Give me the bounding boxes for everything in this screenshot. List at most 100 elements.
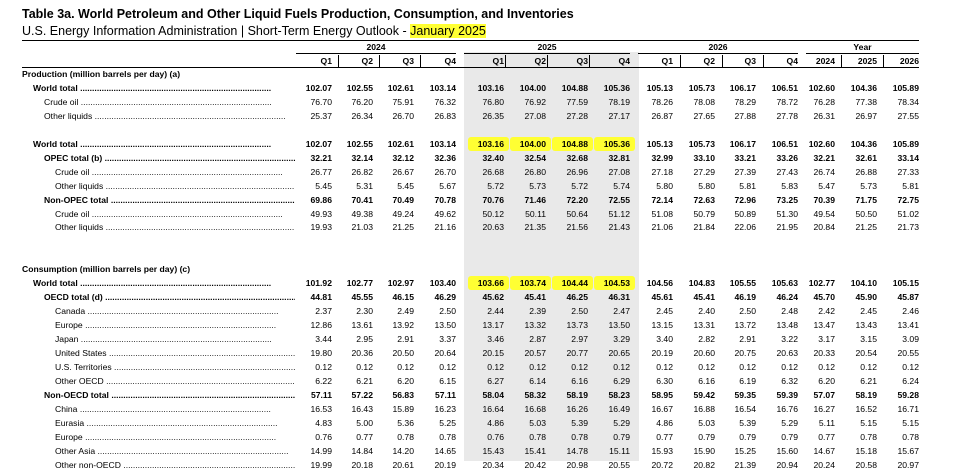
table-cell: 58.04 xyxy=(482,389,504,400)
row-label-text: China xyxy=(55,403,78,414)
row-label-text: Europe xyxy=(55,320,83,331)
table-cell: 5.72 xyxy=(487,180,504,191)
row-label: World total ............................… xyxy=(33,277,295,289)
table-cell: 21.25 xyxy=(392,222,414,233)
header-column-divider xyxy=(547,55,548,67)
table-cell: 6.16 xyxy=(698,375,715,386)
table-cell: 26.97 xyxy=(855,110,877,121)
column-header: Q2 xyxy=(361,56,373,66)
row-label-text: OPEC total (b) xyxy=(44,152,103,163)
table-cell: 105.15 xyxy=(892,278,919,289)
table-cell: 13.17 xyxy=(482,320,504,331)
table-cell: 58.19 xyxy=(566,389,588,400)
table-cell: 57.11 xyxy=(310,389,332,400)
header-column-divider xyxy=(379,55,380,67)
table-cell: 104.88 xyxy=(561,82,588,93)
table-cell: 5.39 xyxy=(739,417,756,428)
table-cell: 32.14 xyxy=(351,152,373,163)
row-label-text: World total xyxy=(33,138,78,149)
table-cell: 13.15 xyxy=(651,320,673,331)
table-cell: 33.26 xyxy=(776,152,798,163)
table-cell: 3.46 xyxy=(487,334,504,345)
table-cell: 73.25 xyxy=(776,194,798,205)
table-cell: 105.89 xyxy=(892,82,919,93)
subtitle-edition-highlight: January 2025 xyxy=(410,24,486,38)
table-cell: 13.48 xyxy=(776,320,798,331)
row-label-text: Crude oil xyxy=(55,166,90,177)
year-header-rule xyxy=(806,53,919,54)
table-cell: 21.25 xyxy=(855,222,877,233)
table-cell: 2.39 xyxy=(529,306,546,317)
table-cell: 20.84 xyxy=(813,222,835,233)
table-cell: 20.34 xyxy=(482,459,504,470)
table-cell: 2.46 xyxy=(902,306,919,317)
table-cell: 3.15 xyxy=(860,334,877,345)
table-cell: 26.80 xyxy=(524,166,546,177)
column-header: 2025 xyxy=(857,56,877,66)
table-cell: 21.06 xyxy=(651,222,673,233)
table-cell: 6.14 xyxy=(529,375,546,386)
table-cell: 5.03 xyxy=(529,417,546,428)
table-cell: 2.50 xyxy=(571,306,588,317)
table-cell: 104.10 xyxy=(850,278,877,289)
table-cell: 15.90 xyxy=(693,445,715,456)
table-cell: 32.68 xyxy=(566,152,588,163)
leader-dots: ........................................… xyxy=(92,110,286,121)
table-cell: 20.98 xyxy=(566,459,588,470)
header-column-divider xyxy=(763,55,764,67)
table-cell: 102.61 xyxy=(387,82,414,93)
table-cell: 105.89 xyxy=(892,138,919,149)
table-cell: 104.00 xyxy=(519,138,546,149)
table-cell: 14.78 xyxy=(566,445,588,456)
table-cell: 6.29 xyxy=(613,375,630,386)
table-cell: 2.45 xyxy=(656,306,673,317)
leader-dots: ........................................… xyxy=(103,222,295,233)
table-cell: 5.29 xyxy=(613,417,630,428)
table-cell: 2.87 xyxy=(529,334,546,345)
table-cell: 2.45 xyxy=(860,306,877,317)
table-cell: 2.91 xyxy=(739,334,756,345)
table-cell: 102.77 xyxy=(346,278,373,289)
table-cell: 103.74 xyxy=(519,278,546,289)
table-cell: 6.27 xyxy=(487,375,504,386)
column-header: 2026 xyxy=(899,56,919,66)
table-cell: 14.99 xyxy=(310,445,332,456)
table-cell: 70.76 xyxy=(482,194,504,205)
table-cell: 0.12 xyxy=(529,361,546,372)
table-cell: 16.27 xyxy=(813,403,835,414)
row-label: Other liquids ..........................… xyxy=(55,180,295,192)
row-label: OECD total (d) .........................… xyxy=(44,291,295,303)
row-label: Europe .................................… xyxy=(55,431,295,443)
table-cell: 5.83 xyxy=(781,180,798,191)
table-cell: 78.72 xyxy=(776,96,798,107)
table-cell: 5.03 xyxy=(698,417,715,428)
section-heading: Consumption (million barrels per day) (c… xyxy=(22,264,191,275)
table-cell: 26.96 xyxy=(566,166,588,177)
table-cell: 22.06 xyxy=(734,222,756,233)
table-cell: 13.47 xyxy=(813,320,835,331)
table-cell: 104.83 xyxy=(688,278,715,289)
leader-dots: ........................................… xyxy=(84,417,278,428)
table-cell: 46.29 xyxy=(434,292,456,303)
leader-dots: ........................................… xyxy=(78,96,272,107)
table-cell: 0.79 xyxy=(613,431,630,442)
year-header-rule xyxy=(296,53,456,54)
table-cell: 76.70 xyxy=(310,96,332,107)
row-label: Other liquids ..........................… xyxy=(44,110,295,122)
table-cell: 5.73 xyxy=(529,180,546,191)
table-cell: 2.37 xyxy=(315,306,332,317)
table-cell: 27.17 xyxy=(608,110,630,121)
table-cell: 0.78 xyxy=(571,431,588,442)
table-cell: 69.86 xyxy=(310,194,332,205)
table-cell: 2.42 xyxy=(818,306,835,317)
row-label-text: Non-OECD total xyxy=(44,389,109,400)
year-header-2026: 2026 xyxy=(708,42,728,52)
table-cell: 49.24 xyxy=(392,208,414,219)
table-cell: 20.77 xyxy=(566,348,588,358)
row-label: United States ..........................… xyxy=(55,347,295,359)
table-cell: 2.30 xyxy=(356,306,373,317)
table-cell: 0.12 xyxy=(487,361,504,372)
table-cell: 58.23 xyxy=(608,389,630,400)
table-cell: 20.33 xyxy=(813,348,835,358)
cell-highlight xyxy=(552,276,593,291)
